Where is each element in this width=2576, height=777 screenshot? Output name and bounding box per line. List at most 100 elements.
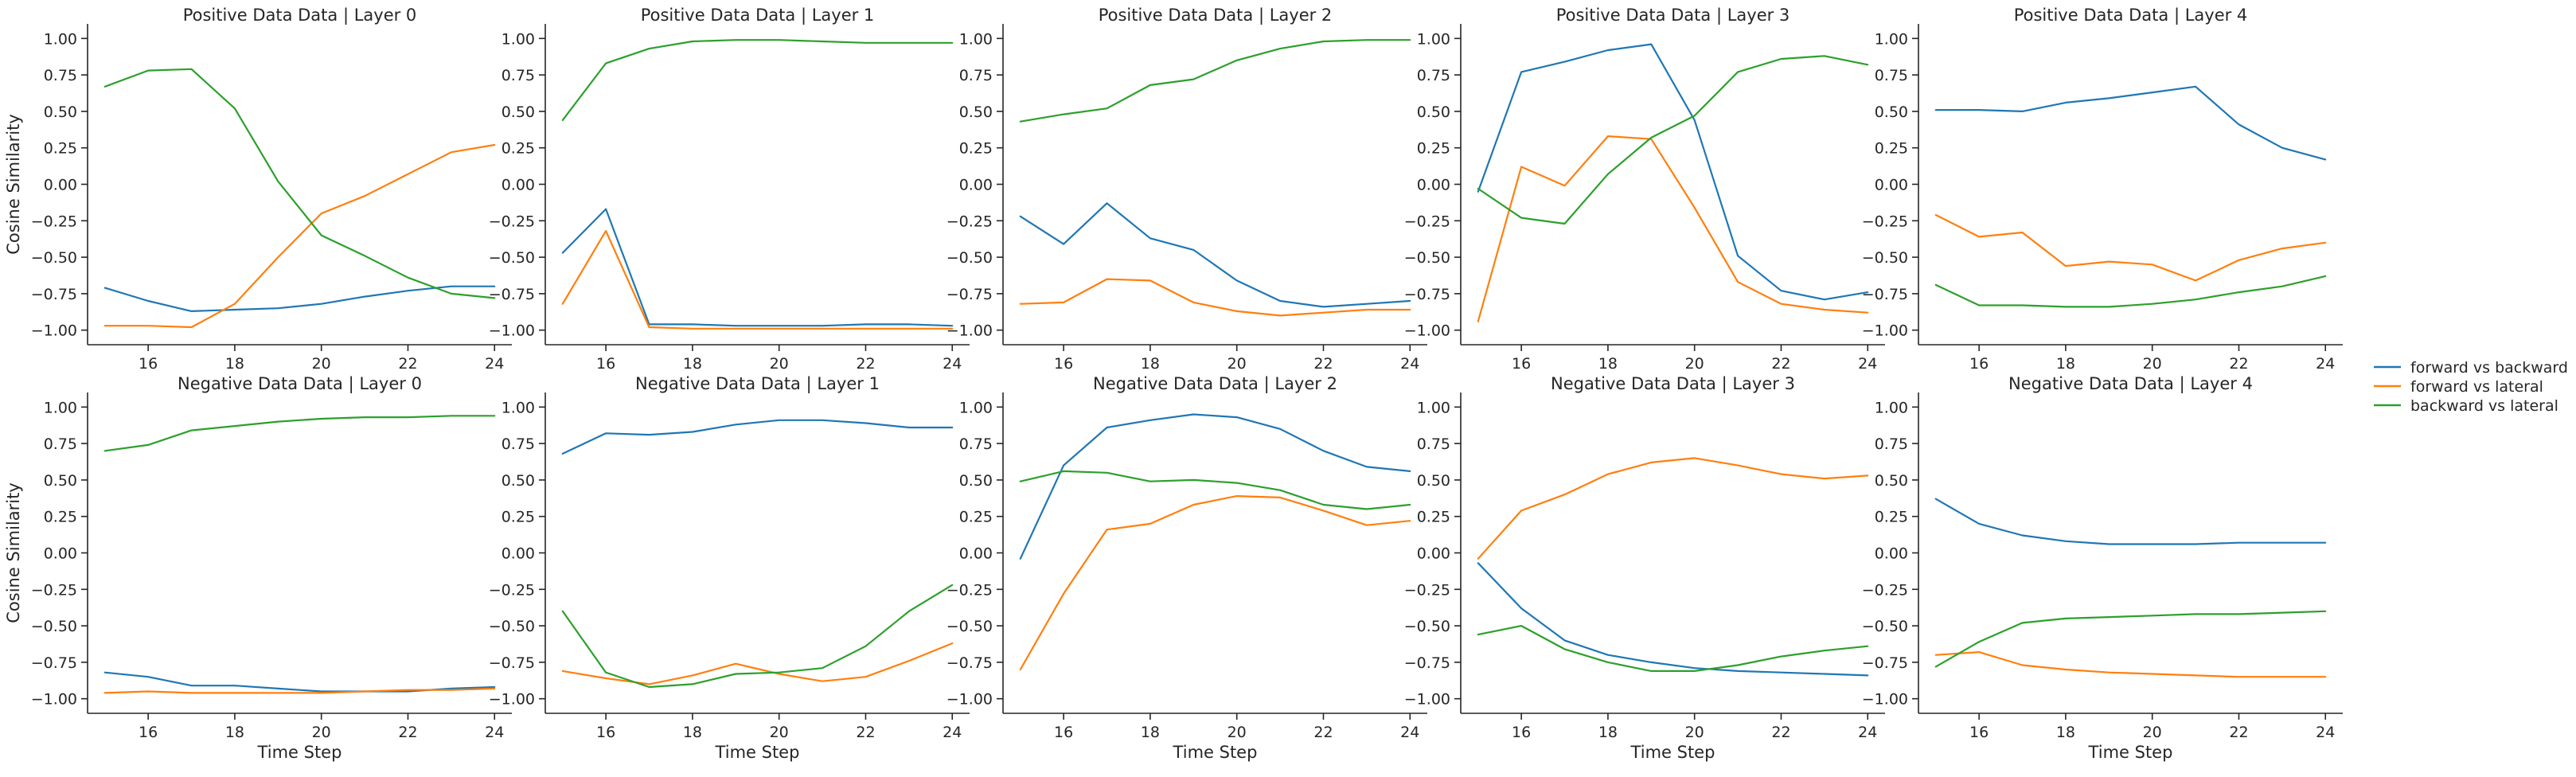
y-tick-label: 0.00 bbox=[959, 177, 993, 194]
x-tick-label: 18 bbox=[683, 724, 702, 741]
series-line-forward-vs-lateral bbox=[1019, 494, 1411, 671]
x-tick-label: 16 bbox=[596, 724, 615, 741]
panel-title: Negative Data Data | Layer 2 bbox=[1093, 374, 1337, 394]
subplot-negative-layer-1: 1.00 0.75 0.50 0.25 0.00 −0.25 −0.50 −0.75 −1.00… bbox=[489, 374, 970, 762]
x-tick-label: 24 bbox=[943, 355, 962, 373]
series-line-forward-vs-lateral bbox=[103, 687, 496, 694]
y-tick-label: 0.25 bbox=[1417, 140, 1450, 158]
y-tick-label: 0.50 bbox=[959, 472, 993, 490]
x-tick-label: 24 bbox=[2316, 724, 2335, 741]
legend-label: forward vs lateral bbox=[2410, 378, 2543, 396]
panel-title: Positive Data Data | Layer 4 bbox=[2014, 6, 2248, 25]
series-line-backward-vs-lateral bbox=[103, 68, 496, 299]
subplot-positive-layer-4: 1.00 0.75 0.50 0.25 0.00 −0.25 −0.50 −0.75 −1.00… bbox=[1862, 6, 2343, 373]
series-line-backward-vs-lateral bbox=[1934, 275, 2327, 308]
subplot-negative-layer-2: 1.00 0.75 0.50 0.25 0.00 −0.25 −0.50 −0.75 −1.00… bbox=[946, 374, 1427, 762]
x-tick-label: 20 bbox=[1685, 724, 1704, 741]
y-tick-label: 0.75 bbox=[959, 67, 993, 84]
x-axis-label: Time Step bbox=[257, 743, 342, 762]
y-tick-label: 0.50 bbox=[44, 472, 77, 490]
y-tick-label: 0.25 bbox=[502, 140, 535, 158]
legend-entry: backward vs lateral bbox=[2374, 397, 2558, 415]
x-tick-label: 22 bbox=[1313, 355, 1333, 373]
x-tick-label: 22 bbox=[856, 355, 875, 373]
x-tick-label: 20 bbox=[312, 724, 331, 741]
y-tick-label: 0.00 bbox=[959, 545, 993, 563]
y-tick-label: −0.75 bbox=[1862, 654, 1908, 672]
x-tick-label: 18 bbox=[225, 724, 244, 741]
y-tick-label: −1.00 bbox=[489, 322, 535, 340]
y-tick-label: 0.75 bbox=[1875, 435, 1908, 453]
y-tick-label: −1.00 bbox=[946, 691, 993, 709]
series-line-forward-vs-backward bbox=[1019, 202, 1411, 308]
y-tick-label: 0.00 bbox=[502, 177, 535, 194]
y-tick-label: −0.25 bbox=[946, 213, 993, 230]
series-line-forward-vs-lateral bbox=[1934, 650, 2327, 678]
y-tick-label: −1.00 bbox=[1404, 691, 1450, 709]
y-tick-label: 0.50 bbox=[1417, 472, 1450, 490]
y-tick-label: 0.25 bbox=[959, 509, 993, 526]
panel-title: Positive Data Data | Layer 0 bbox=[183, 6, 417, 25]
x-tick-label: 20 bbox=[2143, 724, 2162, 741]
series-line-backward-vs-lateral bbox=[1477, 55, 1869, 225]
series-line-forward-vs-backward bbox=[1934, 85, 2327, 161]
y-tick-label: 1.00 bbox=[959, 399, 993, 416]
x-tick-label: 16 bbox=[1969, 724, 1989, 741]
x-tick-label: 22 bbox=[856, 724, 875, 741]
y-tick-label: 1.00 bbox=[1417, 399, 1450, 416]
y-tick-label: 0.50 bbox=[44, 103, 77, 121]
x-axis-label: Time Step bbox=[2088, 743, 2173, 762]
x-tick-label: 20 bbox=[1228, 355, 1247, 373]
y-tick-label: 0.75 bbox=[1417, 435, 1450, 453]
y-tick-label: −0.50 bbox=[489, 249, 535, 267]
y-tick-label: −0.50 bbox=[31, 618, 77, 635]
subplot-negative-layer-4: 1.00 0.75 0.50 0.25 0.00 −0.25 −0.50 −0.75 −1.00… bbox=[1862, 374, 2343, 762]
y-tick-label: −0.25 bbox=[489, 213, 535, 230]
series-line-forward-vs-lateral bbox=[1477, 457, 1869, 560]
x-tick-label: 20 bbox=[312, 355, 331, 373]
y-tick-label: 0.75 bbox=[502, 67, 535, 84]
y-tick-label: −0.50 bbox=[31, 249, 77, 267]
x-tick-label: 18 bbox=[1141, 724, 1160, 741]
y-tick-label: 1.00 bbox=[1875, 30, 1908, 48]
x-tick-label: 16 bbox=[139, 724, 158, 741]
y-tick-label: 0.00 bbox=[502, 545, 535, 563]
subplot-positive-layer-0: 1.00 0.75 0.50 0.25 0.00 −0.25 −0.50 −0.75 −1.00… bbox=[4, 6, 512, 373]
y-tick-label: 0.00 bbox=[1875, 545, 1908, 563]
x-tick-label: 18 bbox=[683, 355, 702, 373]
series-line-backward-vs-lateral bbox=[1019, 39, 1411, 123]
x-axis-label: Time Step bbox=[1173, 743, 1258, 762]
y-tick-label: 0.25 bbox=[1875, 140, 1908, 158]
panel-title: Positive Data Data | Layer 2 bbox=[1099, 6, 1333, 25]
series-line-forward-vs-backward bbox=[1477, 562, 1869, 677]
x-axis-label: Time Step bbox=[715, 743, 800, 762]
x-tick-label: 22 bbox=[1313, 724, 1333, 741]
panel-title: Negative Data Data | Layer 0 bbox=[178, 374, 422, 394]
y-tick-label: 0.50 bbox=[502, 103, 535, 121]
y-tick-label: −0.75 bbox=[31, 286, 77, 303]
x-tick-label: 22 bbox=[1771, 355, 1790, 373]
series-line-forward-vs-backward bbox=[561, 419, 954, 455]
y-tick-label: 0.00 bbox=[1875, 177, 1908, 194]
y-tick-label: −0.50 bbox=[946, 249, 993, 267]
x-tick-label: 24 bbox=[485, 724, 504, 741]
y-tick-label: −0.25 bbox=[1404, 581, 1450, 599]
y-tick-label: −0.50 bbox=[946, 618, 993, 635]
y-tick-label: 0.50 bbox=[1875, 103, 1908, 121]
x-axis-label: Time Step bbox=[1630, 743, 1715, 762]
series-line-backward-vs-lateral bbox=[1477, 624, 1869, 673]
x-tick-label: 20 bbox=[1685, 355, 1704, 373]
series-line-forward-vs-backward bbox=[1477, 43, 1869, 301]
x-tick-label: 22 bbox=[2229, 355, 2248, 373]
x-tick-label: 22 bbox=[1771, 724, 1790, 741]
x-tick-label: 18 bbox=[1598, 724, 1618, 741]
y-tick-label: 0.75 bbox=[1875, 67, 1908, 84]
y-tick-label: −1.00 bbox=[1862, 322, 1908, 340]
y-tick-label: −1.00 bbox=[1404, 322, 1450, 340]
series-line-forward-vs-lateral bbox=[1477, 135, 1869, 322]
x-tick-label: 24 bbox=[1400, 355, 1419, 373]
y-axis-label: Cosine Similarity bbox=[4, 114, 23, 254]
series-line-forward-vs-backward bbox=[1019, 413, 1411, 560]
y-axis-label: Cosine Similarity bbox=[4, 482, 23, 623]
x-tick-label: 16 bbox=[139, 355, 158, 373]
